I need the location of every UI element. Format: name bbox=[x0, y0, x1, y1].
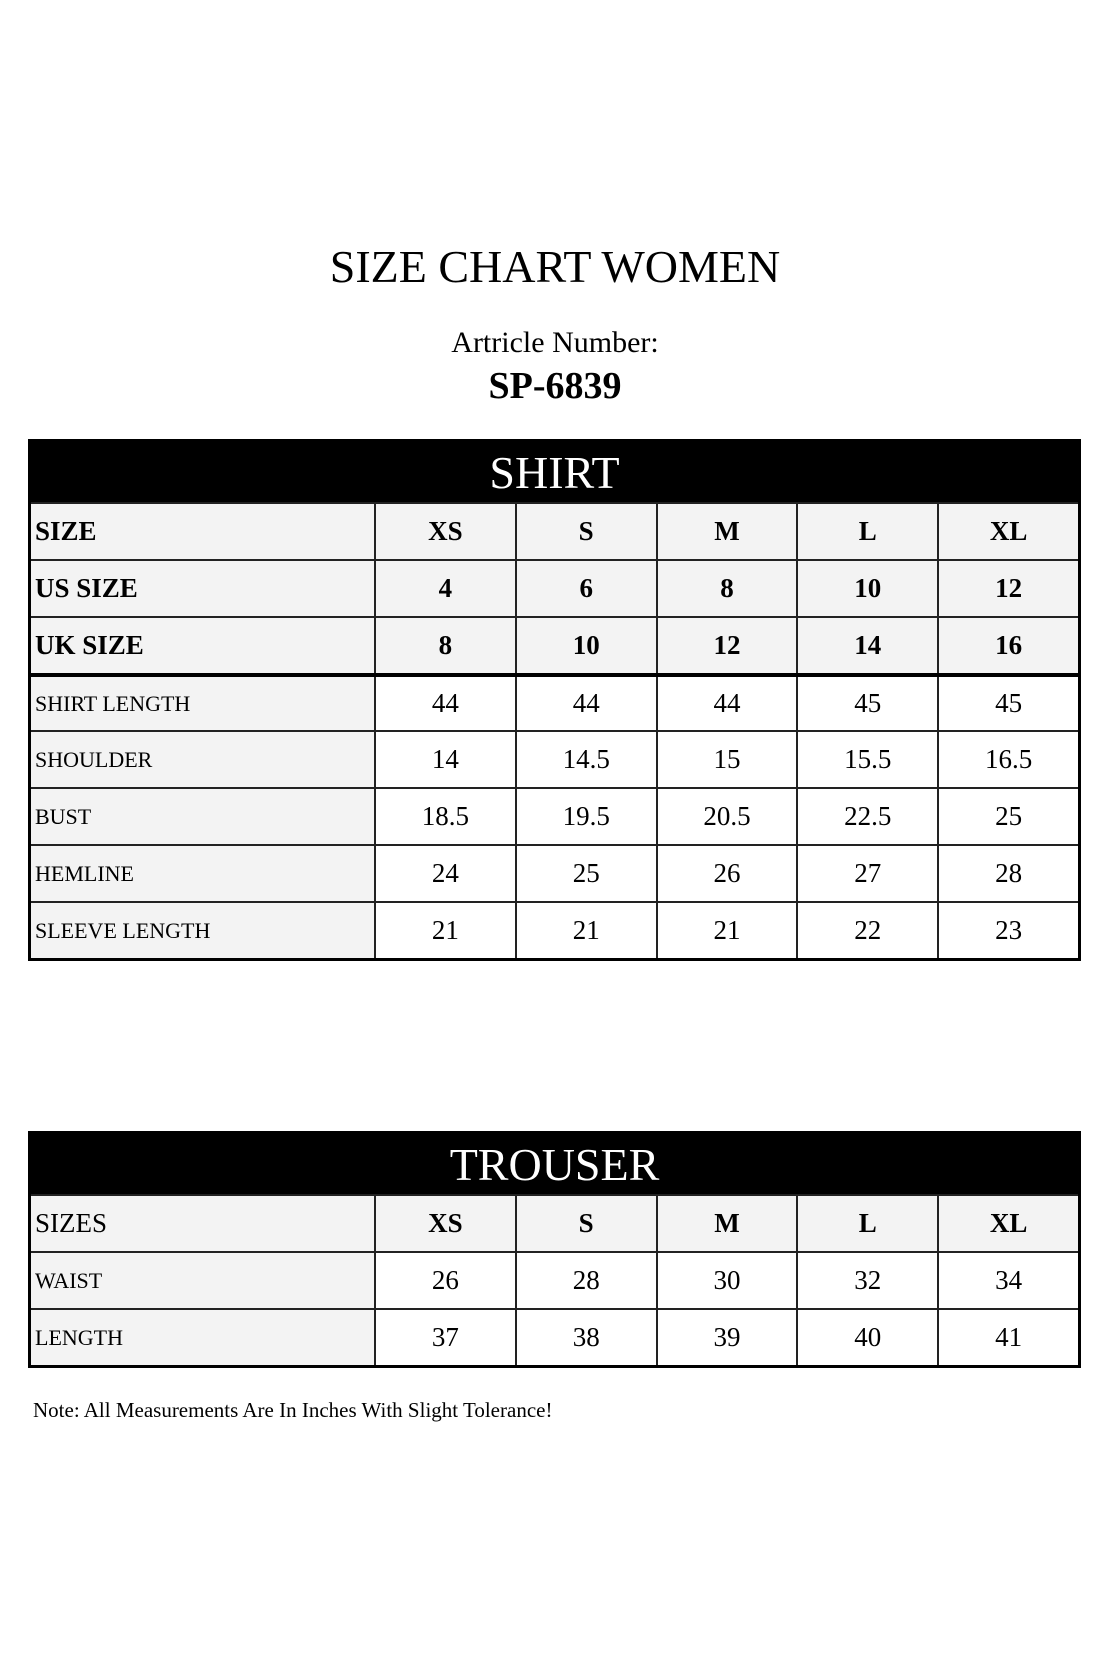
table-cell: L bbox=[796, 1196, 938, 1251]
table-cell: 12 bbox=[655, 618, 797, 673]
table-cell: 6 bbox=[514, 561, 656, 616]
row-label: BUST bbox=[31, 789, 374, 844]
table-row: BUST 18.5 19.5 20.5 22.5 25 bbox=[31, 787, 1078, 844]
table-header-row: SIZES XS S M L XL bbox=[31, 1194, 1078, 1251]
table-cell: 39 bbox=[655, 1310, 797, 1365]
table-cell: 18.5 bbox=[374, 789, 515, 844]
table-cell: XS bbox=[374, 504, 515, 559]
table-cell: XL bbox=[937, 1196, 1078, 1251]
table-cell: 12 bbox=[937, 561, 1078, 616]
trouser-size-table: TROUSER SIZES XS S M L XL WAIST 26 28 30 32 34 LENGT… bbox=[28, 1131, 1081, 1368]
table-cell: 32 bbox=[796, 1253, 938, 1308]
table-cell: 15.5 bbox=[796, 732, 938, 787]
table-cell: 21 bbox=[374, 903, 515, 958]
table-cell: 44 bbox=[514, 677, 656, 730]
row-label: SLEEVE LENGTH bbox=[31, 903, 374, 958]
table-cell: 26 bbox=[655, 846, 797, 901]
shirt-size-table: SHIRT SIZE XS S M L XL US SIZE 4 6 8 10 12 UK SIZE 8 1… bbox=[28, 439, 1081, 961]
table-cell: 27 bbox=[796, 846, 938, 901]
table-cell: 14 bbox=[374, 732, 515, 787]
table-row: SLEEVE LENGTH 21 21 21 22 23 bbox=[31, 901, 1078, 958]
row-label: US SIZE bbox=[31, 561, 374, 616]
table-cell: 40 bbox=[796, 1310, 938, 1365]
table-cell: 16 bbox=[937, 618, 1078, 673]
row-label: SHIRT LENGTH bbox=[31, 677, 374, 730]
table-cell: XS bbox=[374, 1196, 515, 1251]
trouser-table-heading: TROUSER bbox=[31, 1134, 1078, 1194]
table-cell: 8 bbox=[374, 618, 515, 673]
table-cell: 21 bbox=[514, 903, 656, 958]
row-label: SIZES bbox=[31, 1196, 374, 1251]
table-row: SHOULDER 14 14.5 15 15.5 16.5 bbox=[31, 730, 1078, 787]
article-number: SP-6839 bbox=[488, 365, 622, 407]
table-cell: XL bbox=[937, 504, 1078, 559]
table-cell: M bbox=[655, 1196, 797, 1251]
table-cell: 14.5 bbox=[514, 732, 656, 787]
measurement-note: Note: All Measurements Are In Inches Wit… bbox=[33, 1398, 553, 1422]
table-cell: S bbox=[514, 1196, 656, 1251]
table-cell: 28 bbox=[937, 846, 1078, 901]
table-header-row: US SIZE 4 6 8 10 12 bbox=[31, 559, 1078, 616]
table-cell: 21 bbox=[655, 903, 797, 958]
table-cell: 30 bbox=[655, 1253, 797, 1308]
table-cell: 34 bbox=[937, 1253, 1078, 1308]
table-cell: 28 bbox=[514, 1253, 656, 1308]
table-header-row: SIZE XS S M L XL bbox=[31, 502, 1078, 559]
table-cell: 37 bbox=[374, 1310, 515, 1365]
table-cell: L bbox=[796, 504, 938, 559]
table-cell: 38 bbox=[514, 1310, 656, 1365]
table-cell: 10 bbox=[514, 618, 656, 673]
table-header-row: UK SIZE 8 10 12 14 16 bbox=[31, 616, 1078, 673]
table-row: HEMLINE 24 25 26 27 28 bbox=[31, 844, 1078, 901]
row-label: LENGTH bbox=[31, 1310, 374, 1365]
table-cell: 15 bbox=[655, 732, 797, 787]
table-cell: 16.5 bbox=[937, 732, 1078, 787]
table-cell: 44 bbox=[374, 677, 515, 730]
page-title: SIZE CHART WOMEN bbox=[329, 241, 781, 292]
table-cell: 26 bbox=[374, 1253, 515, 1308]
table-row: SHIRT LENGTH 44 44 44 45 45 bbox=[31, 673, 1078, 730]
table-cell: 41 bbox=[937, 1310, 1078, 1365]
table-cell: S bbox=[514, 504, 656, 559]
table-cell: 8 bbox=[655, 561, 797, 616]
table-row: LENGTH 37 38 39 40 41 bbox=[31, 1308, 1078, 1365]
article-number-label: Artricle Number: bbox=[451, 326, 659, 359]
table-cell: 22.5 bbox=[796, 789, 938, 844]
row-label: HEMLINE bbox=[31, 846, 374, 901]
row-label: UK SIZE bbox=[31, 618, 374, 673]
table-row: WAIST 26 28 30 32 34 bbox=[31, 1251, 1078, 1308]
table-cell: 45 bbox=[937, 677, 1078, 730]
table-cell: 4 bbox=[374, 561, 515, 616]
row-label: SIZE bbox=[31, 504, 374, 559]
row-label: WAIST bbox=[31, 1253, 374, 1308]
row-label: SHOULDER bbox=[31, 732, 374, 787]
shirt-table-heading: SHIRT bbox=[31, 442, 1078, 502]
table-cell: 25 bbox=[937, 789, 1078, 844]
table-cell: 19.5 bbox=[514, 789, 656, 844]
table-cell: 22 bbox=[796, 903, 938, 958]
table-cell: 20.5 bbox=[655, 789, 797, 844]
table-cell: 10 bbox=[796, 561, 938, 616]
table-cell: 25 bbox=[514, 846, 656, 901]
table-cell: 14 bbox=[796, 618, 938, 673]
table-cell: 23 bbox=[937, 903, 1078, 958]
table-cell: 44 bbox=[655, 677, 797, 730]
table-cell: M bbox=[655, 504, 797, 559]
table-cell: 24 bbox=[374, 846, 515, 901]
table-cell: 45 bbox=[796, 677, 938, 730]
